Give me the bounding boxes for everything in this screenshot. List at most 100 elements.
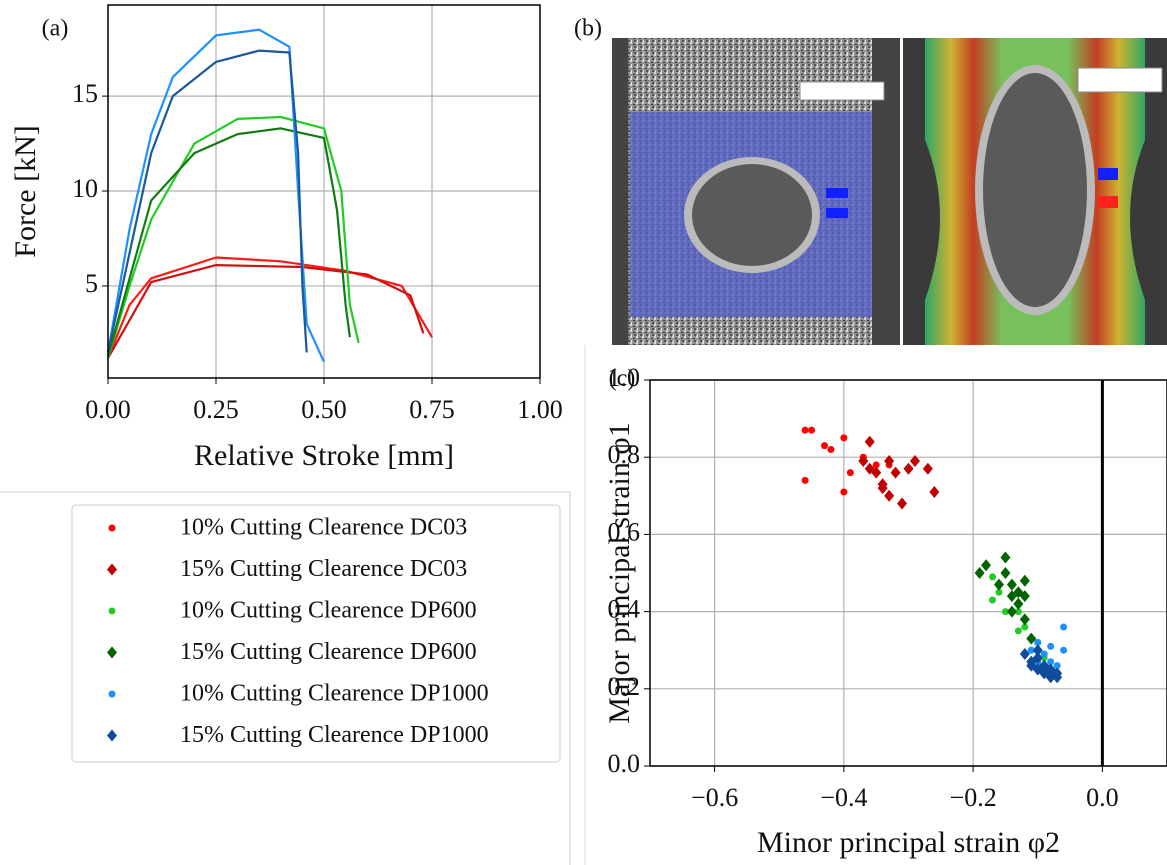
x-tick-label: 0.25 bbox=[193, 395, 239, 424]
point bbox=[989, 596, 997, 604]
point bbox=[897, 497, 908, 510]
point bbox=[864, 435, 875, 448]
legend-marker bbox=[107, 729, 117, 742]
plot-scatter: −0.6 −0.4 −0.2 0.0 0.0 0.2 0.4 0.6 0.8 1.0 Minor p… bbox=[603, 363, 1167, 859]
point bbox=[929, 485, 940, 498]
legend-label: 10% Cutting Clearence DP600 bbox=[180, 598, 477, 624]
point bbox=[1019, 574, 1030, 587]
y-tick-label: 0.2 bbox=[608, 672, 641, 701]
legend-label: 10% Cutting Clearence DC03 bbox=[180, 515, 467, 541]
panel-label: (b) bbox=[574, 16, 602, 42]
x-axis-label: Minor principal strain φ2 bbox=[757, 826, 1060, 859]
point bbox=[840, 488, 848, 496]
force-curve bbox=[106, 115, 360, 359]
point bbox=[1021, 623, 1029, 631]
point bbox=[1000, 551, 1011, 564]
panel-label: (c) bbox=[609, 366, 636, 392]
y-tick-label: 0.0 bbox=[608, 749, 641, 778]
point bbox=[827, 445, 835, 453]
legend: 10% Cutting Clearence DC03 15% Cutting Cl… bbox=[71, 504, 561, 763]
x-tick-label: −0.6 bbox=[691, 783, 738, 812]
point bbox=[1032, 644, 1043, 657]
x-tick-label: 0.75 bbox=[409, 395, 455, 424]
legend-marker bbox=[108, 690, 116, 698]
point bbox=[995, 588, 1003, 596]
point bbox=[858, 455, 869, 468]
point bbox=[820, 442, 828, 450]
axes-frame bbox=[107, 4, 541, 379]
point bbox=[872, 461, 880, 469]
force-curve bbox=[106, 127, 351, 357]
x-tick-label: −0.4 bbox=[820, 783, 867, 812]
panel-label: (a) bbox=[42, 16, 69, 42]
legend-label: 15% Cutting Clearence DP1000 bbox=[180, 722, 489, 748]
dic-image-left bbox=[612, 38, 900, 345]
point bbox=[801, 426, 809, 434]
legend-marker bbox=[108, 607, 116, 615]
point bbox=[1047, 658, 1055, 666]
y-tick-label: 0.6 bbox=[608, 517, 641, 546]
point bbox=[871, 466, 882, 479]
legend-label: 15% Cutting Clearence DC03 bbox=[180, 556, 467, 582]
point bbox=[1026, 659, 1037, 672]
point bbox=[1052, 671, 1063, 684]
point bbox=[890, 466, 901, 479]
point bbox=[1019, 648, 1030, 661]
point bbox=[1006, 578, 1017, 591]
point bbox=[884, 455, 895, 468]
force-curve bbox=[106, 49, 308, 353]
y-tick-label: 5 bbox=[85, 269, 98, 298]
point bbox=[1053, 662, 1061, 670]
point bbox=[808, 426, 816, 434]
point bbox=[1032, 651, 1043, 664]
force-curve bbox=[107, 264, 425, 359]
point bbox=[1006, 605, 1017, 618]
x-tick-label: 0.00 bbox=[85, 395, 131, 424]
point bbox=[1019, 613, 1030, 626]
point bbox=[846, 469, 854, 477]
point bbox=[1060, 623, 1068, 631]
legend-marker bbox=[107, 646, 117, 659]
point bbox=[840, 434, 848, 442]
point bbox=[1047, 642, 1055, 650]
point bbox=[1019, 590, 1030, 603]
x-axis-label: Relative Stroke [mm] bbox=[194, 439, 454, 472]
point bbox=[1060, 646, 1068, 654]
x-tick-label: −0.2 bbox=[950, 783, 997, 812]
point bbox=[1014, 627, 1022, 635]
y-axis-label: Force [kN] bbox=[9, 125, 42, 257]
point bbox=[884, 489, 895, 502]
point bbox=[981, 559, 992, 572]
point bbox=[1026, 632, 1037, 645]
point bbox=[877, 482, 888, 495]
point bbox=[1014, 608, 1022, 616]
y-tick-label: 10 bbox=[72, 174, 98, 203]
y-tick-label: 1.0 bbox=[608, 363, 641, 392]
point bbox=[1001, 608, 1009, 616]
point bbox=[1013, 597, 1024, 610]
legend-box bbox=[71, 504, 561, 763]
point bbox=[1040, 650, 1048, 658]
x-tick-label: 1.00 bbox=[517, 395, 563, 424]
y-tick-label: 0.8 bbox=[608, 440, 641, 469]
point bbox=[909, 455, 920, 468]
legend-marker bbox=[108, 524, 116, 532]
point bbox=[1000, 567, 1011, 579]
dic-image-right bbox=[903, 38, 1167, 345]
legend-marker bbox=[107, 563, 117, 576]
point bbox=[974, 567, 985, 579]
y-axis-label: Major principal strain φ1 bbox=[603, 422, 636, 723]
point bbox=[989, 573, 997, 581]
frame-line bbox=[0, 491, 571, 865]
point bbox=[993, 578, 1004, 591]
point bbox=[1027, 646, 1035, 654]
legend-label: 10% Cutting Clearence DP1000 bbox=[180, 681, 489, 707]
point bbox=[801, 476, 809, 484]
legend-label: 15% Cutting Clearence DP600 bbox=[180, 639, 477, 665]
y-tick-label: 0.4 bbox=[608, 595, 641, 624]
axes-frame bbox=[649, 379, 1167, 767]
point bbox=[922, 462, 933, 475]
force-curve bbox=[106, 256, 433, 359]
point bbox=[903, 462, 914, 475]
